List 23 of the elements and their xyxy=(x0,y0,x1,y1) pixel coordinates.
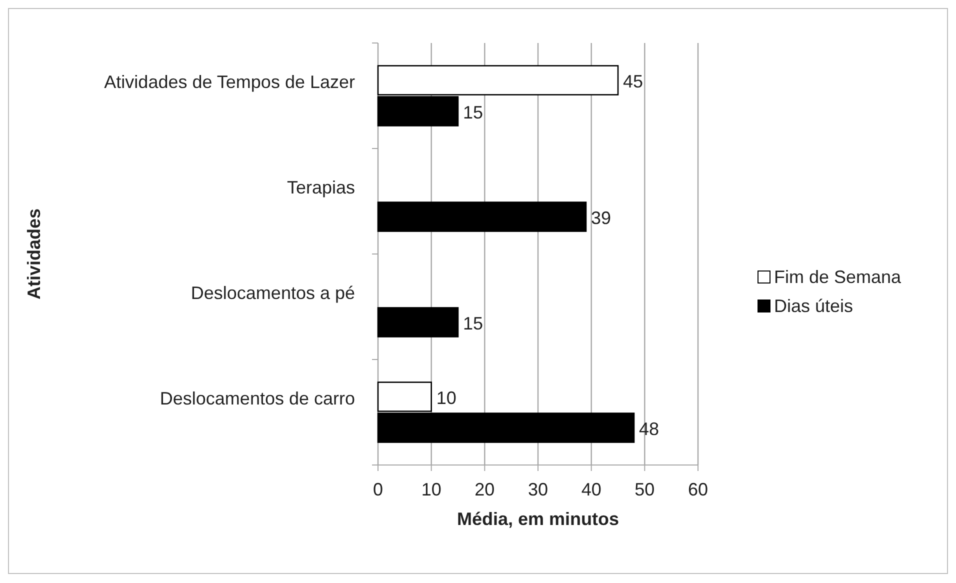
data-label: 45 xyxy=(623,71,644,92)
x-tick-label: 0 xyxy=(372,480,384,500)
x-tick-label: 30 xyxy=(528,480,548,500)
legend-label: Fim de Semana xyxy=(774,267,902,287)
x-tick-label: 50 xyxy=(634,480,655,500)
y-axis-title: Atividades xyxy=(24,208,44,300)
x-tick-label: 10 xyxy=(421,480,442,500)
bar xyxy=(377,202,587,232)
x-axis-title: Média, em minutos xyxy=(456,509,620,529)
y-tick-label: Atividades de Tempos de Lazer xyxy=(104,72,355,92)
y-tick-label: Deslocamentos de carro xyxy=(160,388,355,408)
data-label: 15 xyxy=(463,313,484,334)
y-tick-label: Terapias xyxy=(286,177,355,198)
y-tick-label: Deslocamentos a pé xyxy=(190,282,355,303)
x-tick-label: 40 xyxy=(581,480,602,500)
x-tick-label: 60 xyxy=(688,480,708,500)
bar xyxy=(377,307,459,338)
data-label: 39 xyxy=(591,208,612,228)
legend-label: Dias úteis xyxy=(774,296,854,316)
data-label: 48 xyxy=(639,418,660,439)
x-tick-label: 20 xyxy=(474,480,495,500)
data-label: 10 xyxy=(436,388,456,408)
data-label: 15 xyxy=(463,102,484,122)
